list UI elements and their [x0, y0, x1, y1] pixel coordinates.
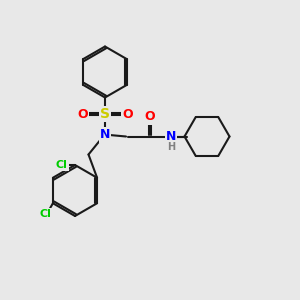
Text: S: S: [100, 107, 110, 121]
Text: O: O: [122, 107, 133, 121]
Text: N: N: [166, 130, 176, 143]
Text: O: O: [77, 107, 88, 121]
Text: N: N: [100, 128, 110, 142]
Text: Cl: Cl: [56, 160, 68, 170]
Text: H: H: [167, 142, 175, 152]
Text: O: O: [145, 110, 155, 124]
Text: Cl: Cl: [40, 209, 51, 219]
